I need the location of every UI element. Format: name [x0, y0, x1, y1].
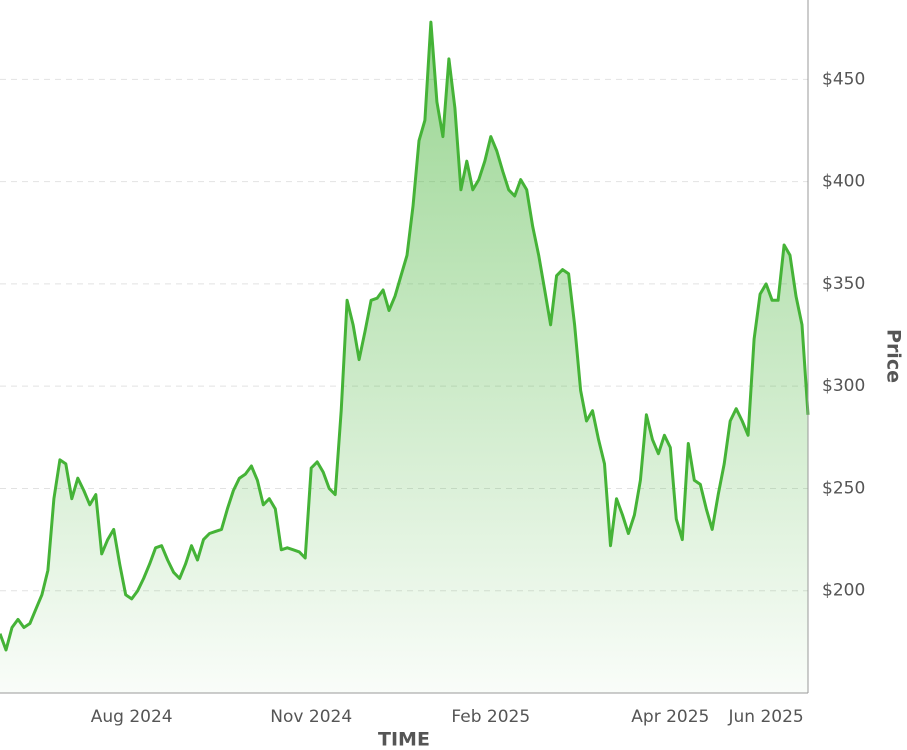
- x-axis-title: TIME: [378, 729, 430, 750]
- area-fill: [0, 22, 808, 694]
- y-tick-label: $400: [822, 172, 865, 192]
- price-line: [0, 20, 810, 652]
- x-tick-label: Jun 2025: [727, 707, 803, 727]
- y-tick-label: $350: [822, 274, 865, 294]
- x-tick-label: Apr 2025: [631, 707, 709, 727]
- y-tick-label: $300: [822, 376, 865, 396]
- y-tick-label: $250: [822, 478, 865, 498]
- x-tick-label: Feb 2025: [451, 707, 530, 727]
- x-tick-label: Nov 2024: [270, 707, 352, 727]
- y-axis-title: Price: [883, 329, 905, 383]
- y-tick-label: $200: [822, 581, 865, 601]
- y-tick-label: $450: [822, 69, 865, 89]
- x-tick-label: Aug 2024: [91, 707, 173, 727]
